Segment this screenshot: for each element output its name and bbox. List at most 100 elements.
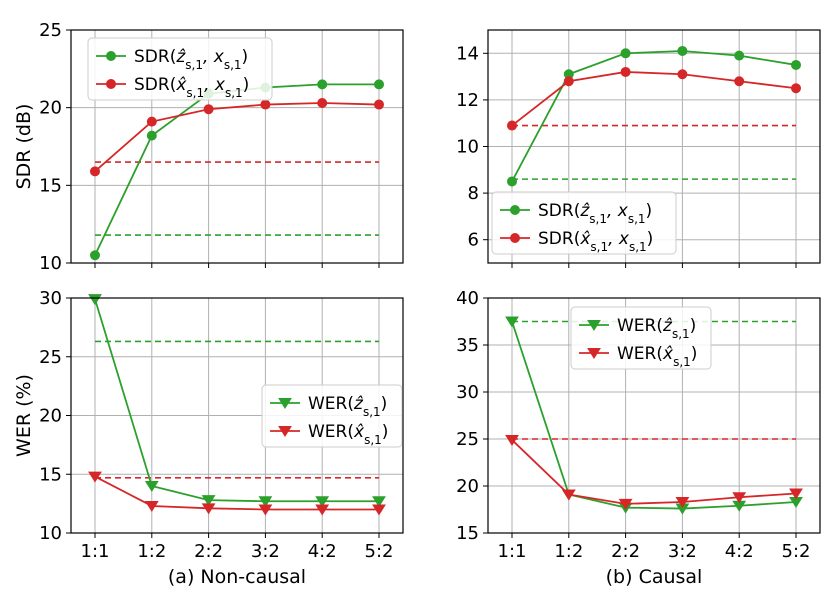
bottom-left-series-line-green <box>94 298 379 503</box>
top-right-ytick-label-4: 14 <box>456 43 479 64</box>
bottom-left-point-green-5 <box>372 496 386 508</box>
bottom-left-ylabel: WER (%) <box>13 374 35 457</box>
bottom-right-legend-marker-green <box>587 320 601 332</box>
bottom-right-legend-marker-red <box>587 348 601 360</box>
top-right-legend-marker-red <box>510 233 520 243</box>
top-left-point-green-5 <box>374 79 384 90</box>
bottom-right-xtick-label-5: 5:2 <box>782 541 811 562</box>
bottom-left-ytick-label-0: 10 <box>39 523 62 544</box>
bottom-left-ytick-label-4: 30 <box>39 288 62 309</box>
bottom-left-point-red-4 <box>315 504 330 516</box>
bottom-right-caption: (b) Causal <box>606 566 703 588</box>
top-right-ytick-label-0: 6 <box>468 230 479 251</box>
top-left-legend-marker-green <box>106 51 116 61</box>
bottom-right-point-red-4 <box>732 492 747 504</box>
bottom-right-ytick-label-4: 35 <box>456 335 479 356</box>
top-left-point-red-3 <box>260 99 271 110</box>
top-right-ytick-label-2: 10 <box>456 137 479 158</box>
top-right-point-green-5 <box>791 59 801 70</box>
top-right-series-line-red <box>511 71 797 127</box>
top-right-legend-box <box>491 191 677 255</box>
bottom-left-point-green-3 <box>258 496 273 508</box>
top-left-legend-label-green: SDR(ẑs,1, xs,1) <box>134 47 248 72</box>
bottom-left-series-line-red <box>94 475 379 511</box>
top-right-legend-label-red: SDR(x̂s,1, xs,1) <box>538 229 653 254</box>
top-left-point-red-0 <box>90 166 100 177</box>
bottom-left-xtick-label-4: 4:2 <box>308 541 337 562</box>
bottom-left-point-green-4 <box>315 496 330 508</box>
bottom-right-ytick-label-3: 30 <box>456 382 479 403</box>
top-left-ytick-label-3: 25 <box>39 20 62 41</box>
top-left-point-green-0 <box>90 250 100 261</box>
top-left-legend-marker-red <box>106 79 116 89</box>
bottom-right-xtick-label-1: 1:2 <box>554 541 583 562</box>
top-left-ytick-label-1: 15 <box>39 175 62 196</box>
top-right-point-red-4 <box>734 76 745 87</box>
bottom-left-ytick-label-2: 20 <box>39 406 62 427</box>
bottom-right-point-green-0 <box>505 316 519 328</box>
top-right-point-green-4 <box>734 50 745 61</box>
top-right-point-green-3 <box>677 45 688 56</box>
bottom-right-frame <box>487 297 821 534</box>
top-left-point-red-1 <box>146 116 157 127</box>
bottom-left-xtick-label-3: 3:2 <box>251 541 280 562</box>
bottom-left-point-red-0 <box>88 471 102 483</box>
top-left-point-green-4 <box>317 79 328 90</box>
bottom-right-xtick-label-3: 3:2 <box>668 541 697 562</box>
bottom-right-point-red-2 <box>618 498 633 510</box>
top-left-ytick-label-0: 10 <box>39 253 62 274</box>
bottom-left-xtick-label-0: 1:1 <box>81 541 110 562</box>
bottom-right-xtick-label-0: 1:1 <box>498 541 527 562</box>
bottom-left-xtick-label-5: 5:2 <box>365 541 394 562</box>
top-left-series-line-green <box>94 83 379 256</box>
top-right-point-red-3 <box>677 69 688 80</box>
top-left-point-red-5 <box>374 99 384 110</box>
top-right-series-line-green <box>511 50 797 182</box>
bottom-left-ytick-label-3: 25 <box>39 347 62 368</box>
bottom-right-point-red-3 <box>675 496 690 509</box>
top-left-ytick-label-2: 20 <box>39 98 62 119</box>
top-right-legend-marker-green <box>510 205 520 215</box>
bottom-right-point-red-0 <box>505 434 519 446</box>
bottom-right-series-line-red <box>511 439 797 505</box>
bottom-left-point-red-1 <box>144 500 159 513</box>
top-right-point-red-1 <box>563 76 574 87</box>
top-left-series-line-red <box>94 102 380 173</box>
bottom-right-ytick-label-0: 15 <box>456 523 479 544</box>
bottom-left-legend-marker-red <box>278 426 292 438</box>
bottom-left-legend-label-green: WER(ẑs,1) <box>308 394 387 419</box>
bottom-right-ytick-label-2: 25 <box>456 429 479 450</box>
bottom-left-point-green-2 <box>201 495 216 507</box>
bottom-left-xtick-label-1: 1:2 <box>137 541 166 562</box>
top-left-legend-label-red: SDR(x̂s,1, xs,1) <box>134 75 249 100</box>
bottom-right-legend-label-red: WER(x̂s,1) <box>617 344 697 369</box>
bottom-right-xtick-label-4: 4:2 <box>725 541 754 562</box>
top-right-point-green-0 <box>507 176 517 187</box>
bottom-left-xtick-label-2: 2:2 <box>194 541 223 562</box>
top-right-point-green-2 <box>620 48 631 59</box>
top-right-ytick-label-1: 8 <box>468 183 479 204</box>
bottom-right-ytick-label-1: 20 <box>456 476 479 497</box>
top-left-frame <box>70 29 404 264</box>
top-left-point-green-1 <box>146 130 157 141</box>
bottom-left-point-red-5 <box>372 504 386 516</box>
top-left-point-red-4 <box>317 98 328 109</box>
bottom-left-ytick-label-1: 15 <box>39 464 62 485</box>
bottom-right-legend-label-green: WER(ẑs,1) <box>617 316 696 341</box>
bottom-right-point-red-5 <box>789 488 803 500</box>
top-right-legend-label-green: SDR(ẑs,1, xs,1) <box>538 201 652 226</box>
top-left-point-red-2 <box>203 104 214 115</box>
bottom-left-point-green-0 <box>88 294 102 306</box>
top-left-legend-box <box>87 37 273 101</box>
top-right-point-red-5 <box>791 83 801 94</box>
bottom-right-series-line-green <box>511 321 797 510</box>
bottom-left-point-green-1 <box>144 481 159 493</box>
top-right-ytick-label-3: 12 <box>456 90 479 111</box>
top-right-point-red-0 <box>507 120 517 131</box>
bottom-left-caption: (a) Non-causal <box>168 566 306 588</box>
top-left-ylabel: SDR (dB) <box>13 104 35 190</box>
bottom-left-legend-label-red: WER(x̂s,1) <box>308 422 388 447</box>
bottom-left-point-red-2 <box>201 503 216 515</box>
